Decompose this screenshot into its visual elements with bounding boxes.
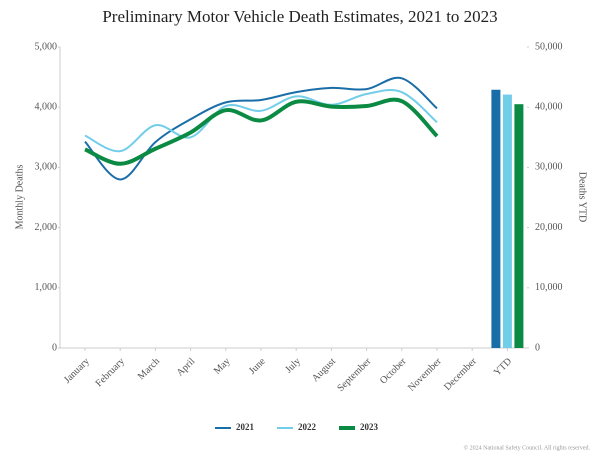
x-tick-label: February <box>94 356 127 389</box>
legend-label: 2022 <box>298 422 317 432</box>
ytd-bar <box>514 104 524 348</box>
y2-tick-label: 40,000 <box>535 101 563 112</box>
ytd-bar <box>491 89 501 348</box>
footer: © 2024 National Safety Council. All righ… <box>464 444 591 451</box>
legend-label: 2021 <box>236 422 255 432</box>
y2-tick-label: 0 <box>535 342 540 353</box>
y2-tick-label: 20,000 <box>535 222 563 233</box>
line <box>84 89 438 153</box>
ytd-bar <box>502 94 512 348</box>
legend-label: 2023 <box>360 422 379 432</box>
y-tick-label: 3,000 <box>35 162 58 173</box>
x-tick-label: November <box>406 356 444 394</box>
x-tick-label: April <box>175 356 198 379</box>
y-tick-label: 0 <box>52 342 57 353</box>
line <box>84 76 438 181</box>
x-tick-label: January <box>62 356 92 386</box>
y2-tick-label: 30,000 <box>535 162 563 173</box>
x-tick-label: June <box>247 356 268 377</box>
x-tick-label: December <box>442 356 479 393</box>
y-tick-label: 4,000 <box>35 101 58 112</box>
y2-axis-label: Deaths YTD <box>577 172 588 222</box>
x-tick-label: July <box>283 356 303 376</box>
x-tick-label: YTD <box>492 356 514 378</box>
line <box>84 97 439 166</box>
x-tick-label: August <box>310 356 338 384</box>
x-tick-label: May <box>212 356 233 377</box>
x-tick-label: March <box>136 356 162 382</box>
x-tick-label: October <box>378 356 409 387</box>
y2-tick-label: 10,000 <box>535 282 563 293</box>
y-tick-label: 1,000 <box>35 282 58 293</box>
chart-title: Preliminary Motor Vehicle Death Estimate… <box>102 7 497 26</box>
y-tick-label: 2,000 <box>35 222 58 233</box>
y-tick-label: 5,000 <box>35 41 58 52</box>
y2-tick-label: 50,000 <box>535 41 563 52</box>
x-tick-label: September <box>335 355 373 393</box>
y-axis-label: Monthly Deaths <box>14 165 25 230</box>
